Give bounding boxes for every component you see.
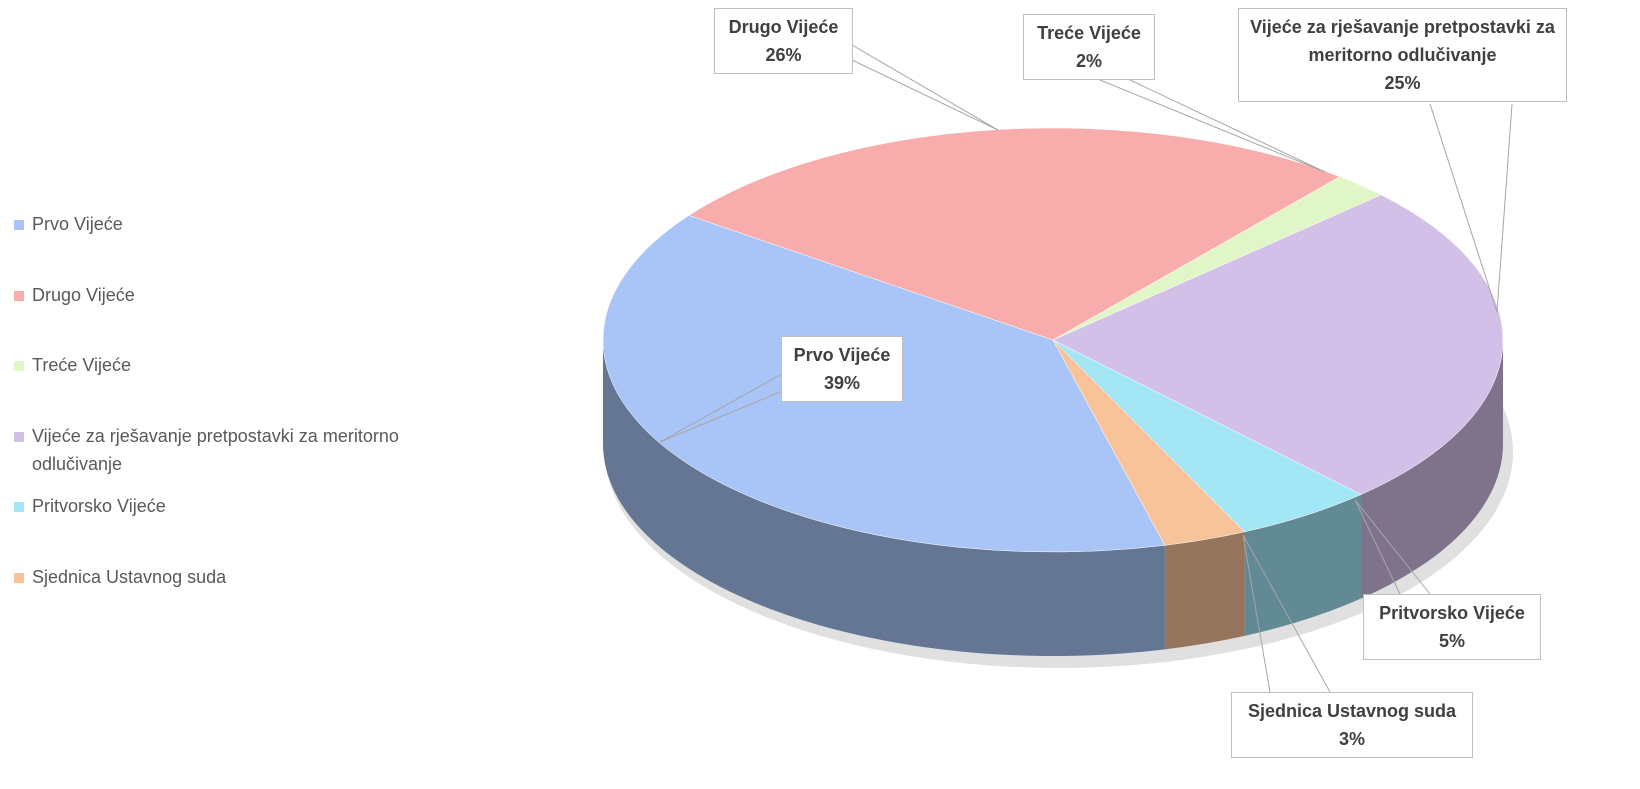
leader-line bbox=[1099, 79, 1326, 173]
leader-line bbox=[1129, 79, 1326, 173]
data-label: Treće Vijeće 2% bbox=[1023, 14, 1155, 80]
leader-line bbox=[1429, 103, 1498, 313]
pie-slice bbox=[1052, 339, 1246, 546]
data-label: Pritvorsko Vijeće 5% bbox=[1363, 594, 1541, 660]
legend-item: Vijeće za rješavanje pretpostavki za mer… bbox=[14, 422, 484, 478]
legend-text: Sjednica Ustavnog suda bbox=[32, 567, 227, 587]
data-label-category: Treće Vijeće bbox=[1037, 23, 1141, 43]
data-label-category: Prvo Vijeće bbox=[793, 345, 891, 365]
data-label-category: Pritvorsko Vijeće bbox=[1379, 603, 1525, 623]
legend-item: Prvo Vijeće bbox=[14, 210, 484, 238]
data-label: Drugo Vijeće 26% bbox=[714, 8, 853, 74]
data-label-value: 3% bbox=[1338, 729, 1365, 749]
data-label-value: 26% bbox=[765, 45, 802, 65]
legend-item: Sjednica Ustavnog suda bbox=[14, 563, 484, 591]
leader-line bbox=[659, 391, 781, 443]
data-label: Vijeće za rješavanje pretpostavki za mer… bbox=[1238, 8, 1567, 102]
leader-line bbox=[1354, 499, 1401, 595]
legend-item: Drugo Vijeće bbox=[14, 281, 484, 309]
leader-line bbox=[1496, 103, 1513, 313]
data-label-category: Vijeće za rješavanje pretpostavki za mer… bbox=[1250, 17, 1555, 65]
leader-line bbox=[1242, 534, 1331, 693]
legend-text: Treće Vijeće bbox=[32, 355, 132, 375]
legend-text: Prvo Vijeće bbox=[32, 214, 123, 234]
pie-side bbox=[603, 340, 1165, 657]
legend-item: Pritvorsko Vijeće bbox=[14, 492, 484, 520]
data-label-category: Sjednica Ustavnog suda bbox=[1247, 701, 1457, 721]
leader-line bbox=[851, 59, 999, 131]
legend-swatch bbox=[14, 502, 24, 512]
legend-swatch bbox=[14, 573, 24, 583]
pie-side bbox=[1361, 340, 1503, 599]
legend-text: Pritvorsko Vijeće bbox=[32, 496, 166, 516]
data-label-value: 39% bbox=[823, 373, 861, 393]
legend-item: Treće Vijeće bbox=[14, 351, 484, 379]
pie-side bbox=[1164, 531, 1245, 650]
leader-line bbox=[851, 44, 999, 131]
legend-swatch bbox=[14, 361, 24, 371]
pie-slice bbox=[1052, 194, 1504, 495]
legend-swatch bbox=[14, 220, 24, 230]
legend-text: Drugo Vijeće bbox=[32, 285, 135, 305]
legend-swatch bbox=[14, 432, 24, 442]
leader-line bbox=[659, 374, 781, 443]
leader-line bbox=[1242, 534, 1271, 693]
legend-swatch bbox=[14, 291, 24, 301]
pie-side bbox=[1244, 494, 1362, 636]
data-label-category: Drugo Vijeće bbox=[728, 17, 839, 37]
leader-line bbox=[1354, 499, 1431, 595]
data-label-value: 2% bbox=[1075, 51, 1102, 71]
data-label-value: 25% bbox=[1384, 73, 1421, 93]
legend-text: Vijeće za rješavanje pretpostavki za mer… bbox=[32, 426, 399, 474]
data-label: Prvo Vijeće 39% bbox=[781, 336, 903, 402]
data-label-value: 5% bbox=[1438, 631, 1465, 651]
data-label: Sjednica Ustavnog suda 3% bbox=[1231, 692, 1473, 758]
